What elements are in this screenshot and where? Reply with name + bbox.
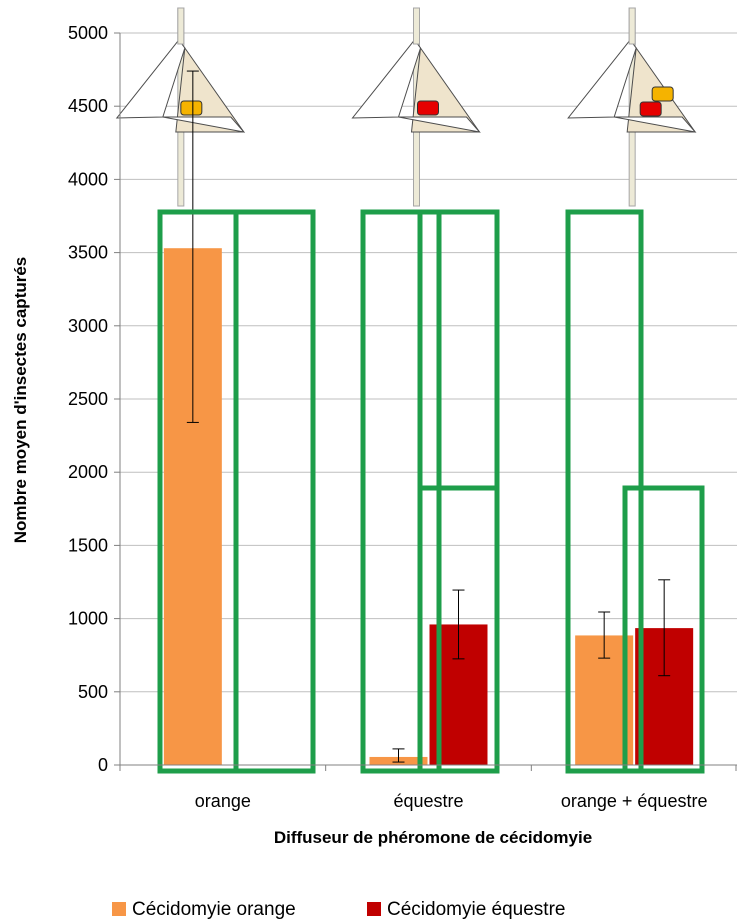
trap-icon-both-lures (567, 7, 697, 207)
y-tick-label: 1000 (68, 609, 108, 629)
highlight-box (565, 209, 644, 774)
highlight-box (360, 209, 442, 774)
trap-base (162, 116, 246, 133)
highlight-box (233, 209, 316, 774)
error-bars (186, 70, 671, 763)
trap-base (398, 116, 481, 133)
trap-pole-top (413, 7, 420, 45)
y-tick-label: 4000 (68, 169, 108, 189)
highlight-boxes (157, 209, 705, 774)
trap-icon-orange-lure (115, 7, 246, 207)
y-tick-label: 2000 (68, 462, 108, 482)
legend-label: Cécidomyie orange (132, 899, 296, 920)
y-tick-label: 5000 (68, 23, 108, 43)
trap-roof (115, 39, 186, 119)
y-tick-label: 1500 (68, 535, 108, 555)
legend-label: Cécidomyie équestre (387, 899, 565, 920)
equestre-lure-icon (417, 100, 439, 116)
orange-lure-icon (180, 100, 203, 116)
x-tick-label: équestre (393, 791, 463, 811)
y-tick-label: 0 (98, 755, 108, 775)
legend-swatch (367, 902, 381, 916)
orange-lure-icon (651, 86, 674, 102)
y-tick-label: 3000 (68, 316, 108, 336)
equestre-lure-icon (639, 101, 662, 117)
trap-roof (351, 39, 422, 119)
y-tick-label: 4500 (68, 96, 108, 116)
y-axis-label: Nombre moyen d'insectes capturés (11, 257, 30, 544)
trap-illustrations (115, 7, 697, 207)
y-tick-label: 500 (78, 682, 108, 702)
legend-item: Cécidomyie orange (112, 899, 296, 920)
highlight-box (417, 485, 500, 774)
trap-pole-top (177, 7, 185, 45)
x-tick-label: orange + équestre (561, 791, 708, 811)
y-tick-label: 2500 (68, 389, 108, 409)
highlight-box (622, 485, 705, 774)
legend-swatch (112, 902, 126, 916)
trap-roof (567, 39, 637, 119)
x-tick-label: orange (195, 791, 251, 811)
axes: 0 500 1000 1500 2000 2500 3000 3500 4000 4500 5000… (68, 23, 737, 811)
trap-icon-equestre-lure (351, 7, 481, 207)
legend: Cécidomyie orange Cécidomyie équestre (112, 899, 565, 920)
x-axis-label: Diffuseur de phéromone de cécidomyie (274, 828, 592, 847)
trap-base (614, 116, 697, 133)
y-tick-label: 3500 (68, 243, 108, 263)
legend-item: Cécidomyie équestre (367, 899, 565, 920)
trap-pole-top (628, 7, 636, 45)
